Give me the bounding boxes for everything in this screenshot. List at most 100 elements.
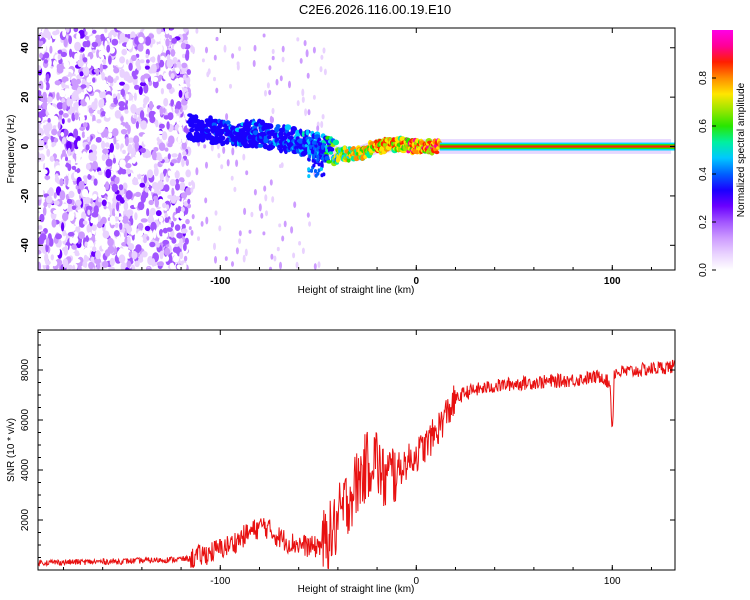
noise-cell xyxy=(123,232,128,238)
noise-cell xyxy=(101,240,107,250)
signal-cell xyxy=(267,135,272,140)
noise-cell xyxy=(135,53,140,58)
noise-cell xyxy=(231,261,234,267)
noise-cell xyxy=(281,56,285,63)
noise-cell xyxy=(126,236,131,246)
noise-cell xyxy=(73,28,79,33)
noise-cell xyxy=(53,60,57,67)
noise-cell xyxy=(183,262,187,270)
noise-cell xyxy=(39,233,47,241)
noise-cell xyxy=(186,69,191,75)
signal-cell xyxy=(307,149,311,154)
noise-cell xyxy=(87,209,91,216)
noise-cell xyxy=(298,241,302,246)
noise-cell xyxy=(147,169,154,179)
signal-cell xyxy=(332,139,340,146)
snr-frame xyxy=(37,329,676,571)
noise-cell xyxy=(83,177,88,184)
noise-cell xyxy=(143,73,151,79)
noise-cell xyxy=(162,239,170,245)
noise-cell xyxy=(159,172,164,181)
noise-cell xyxy=(279,261,282,270)
noise-cell xyxy=(136,64,142,71)
noise-cell xyxy=(48,237,54,247)
noise-cell xyxy=(57,121,61,130)
colorbar-tick-label: 0.2 xyxy=(698,215,709,229)
noise-cell xyxy=(131,54,137,62)
noise-cell xyxy=(116,28,124,31)
noise-cell xyxy=(75,78,81,85)
noise-cell xyxy=(112,59,119,66)
noise-cell xyxy=(170,229,175,238)
noise-cell xyxy=(101,140,106,150)
noise-cell xyxy=(112,89,119,95)
noise-cell xyxy=(95,239,103,246)
noise-cell xyxy=(214,255,217,264)
noise-cell xyxy=(156,28,162,35)
noise-cell xyxy=(112,93,117,99)
noise-cell xyxy=(226,159,230,167)
noise-cell xyxy=(163,97,169,107)
noise-cell xyxy=(114,176,120,185)
noise-cell xyxy=(95,57,101,67)
noise-cell xyxy=(61,118,65,125)
noise-cell xyxy=(127,144,133,154)
noise-cell xyxy=(100,98,105,108)
noise-cell xyxy=(60,51,67,58)
noise-cell xyxy=(223,44,227,53)
noise-cell xyxy=(151,182,159,190)
noise-cell xyxy=(66,198,73,205)
noise-cell xyxy=(48,187,54,197)
noise-cell xyxy=(152,229,157,239)
noise-cell xyxy=(64,88,71,96)
noise-cell xyxy=(62,101,67,111)
noise-cell xyxy=(136,169,140,175)
noise-cell xyxy=(245,170,249,176)
noise-cell xyxy=(133,114,138,119)
noise-cell xyxy=(57,54,61,61)
noise-cell xyxy=(144,36,152,46)
noise-cell xyxy=(139,81,147,87)
signal-cell xyxy=(329,147,335,152)
signal-cell xyxy=(307,174,311,179)
noise-cell xyxy=(307,109,311,116)
noise-cell xyxy=(58,110,64,116)
signal-cell xyxy=(321,145,325,150)
noise-cell xyxy=(91,101,98,111)
colorbar-tick-label: 0.0 xyxy=(698,263,709,277)
noise-cell xyxy=(101,153,106,161)
noise-cell xyxy=(121,48,127,56)
noise-cell xyxy=(108,32,112,39)
noise-cell xyxy=(111,131,117,136)
noise-cell xyxy=(290,226,294,234)
noise-cell xyxy=(109,257,115,267)
noise-cell xyxy=(86,82,90,89)
noise-cell xyxy=(115,75,119,81)
noise-cell xyxy=(88,232,92,239)
signal-cell xyxy=(312,163,316,168)
noise-cell xyxy=(97,125,104,133)
noise-cell xyxy=(96,49,100,59)
noise-cell xyxy=(140,218,148,223)
noise-cell xyxy=(64,67,69,76)
noise-cell xyxy=(229,83,232,89)
noise-cell xyxy=(166,58,174,69)
noise-cell xyxy=(53,137,59,143)
noise-cell xyxy=(278,223,282,228)
x-tick-label: -100 xyxy=(210,576,230,587)
snr-line xyxy=(38,359,675,570)
noise-cell xyxy=(79,126,86,131)
noise-cell xyxy=(80,84,87,89)
noise-cell xyxy=(171,237,177,244)
noise-cell xyxy=(82,220,88,225)
noise-cell xyxy=(271,196,275,203)
noise-cell xyxy=(68,190,75,198)
noise-cell xyxy=(150,221,157,232)
signal-cell xyxy=(278,147,284,154)
noise-cell xyxy=(146,267,151,270)
noise-cell xyxy=(44,253,49,263)
noise-cell xyxy=(71,92,78,102)
noise-cell xyxy=(305,49,309,58)
noise-cell xyxy=(180,42,186,50)
noise-cell xyxy=(185,77,191,85)
